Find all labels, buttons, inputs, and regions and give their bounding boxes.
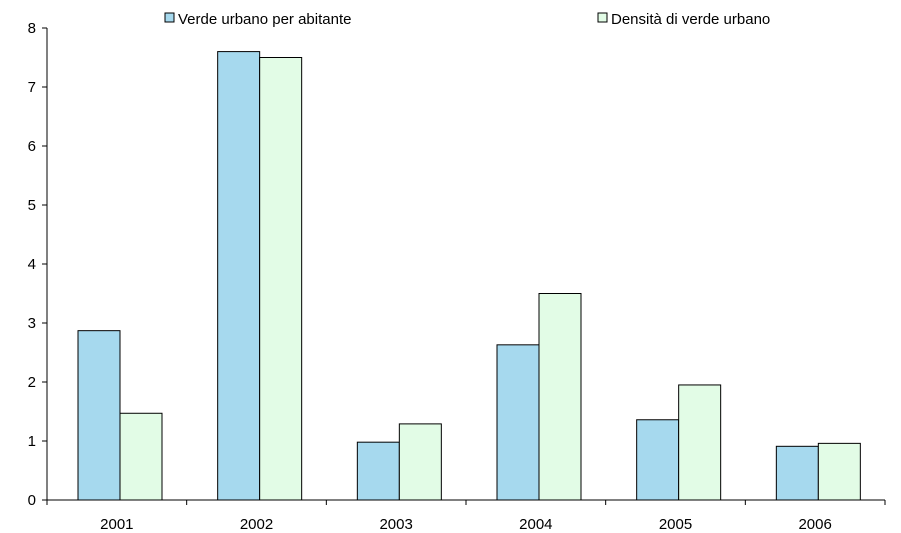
- bar-verde-urbano-per-abitante-2006: [775, 445, 819, 501]
- axes: 0 1 2 3 4 5 6 7 8 2001 2002 2003 2004 2005 2006: [28, 20, 886, 533]
- x-tick-label: 2003: [379, 516, 412, 533]
- y-tick-label: 8: [28, 20, 36, 37]
- x-ticks: 2001 2002 2003 2004 2005 2006: [46, 500, 886, 533]
- legend-item-verde-urbano-per-abitante: Verde urbano per abitante: [164, 11, 351, 28]
- y-tick-label: 0: [28, 492, 36, 509]
- bar-verde-urbano-per-abitante-2003: [356, 441, 400, 501]
- bar-densita-di-verde-urbano-2002: [259, 57, 303, 501]
- y-tick-label: 3: [28, 315, 36, 332]
- y-tick-label: 5: [28, 197, 36, 214]
- legend-item-densita-di-verde-urbano: Densità di verde urbano: [597, 11, 770, 28]
- x-tick-label: 2005: [659, 516, 692, 533]
- bar-densita-di-verde-urbano-2005: [678, 384, 722, 501]
- x-tick-label: 2006: [798, 516, 831, 533]
- y-ticks: 0 1 2 3 4 5 6 7 8: [28, 20, 47, 509]
- bars: [77, 51, 861, 501]
- y-tick-label: 2: [28, 374, 36, 391]
- bar-densita-di-verde-urbano-2001: [119, 412, 163, 501]
- x-tick-label: 2001: [100, 516, 133, 533]
- legend-swatch: [597, 12, 608, 23]
- legend-label: Densità di verde urbano: [611, 11, 770, 28]
- x-tick-label: 2002: [240, 516, 273, 533]
- legend-label: Verde urbano per abitante: [178, 11, 351, 28]
- y-tick-label: 4: [28, 256, 36, 273]
- y-tick-label: 7: [28, 79, 36, 96]
- bar-verde-urbano-per-abitante-2001: [77, 330, 121, 501]
- bar-densita-di-verde-urbano-2003: [398, 423, 442, 501]
- legend-swatch: [164, 12, 175, 23]
- bar-verde-urbano-per-abitante-2005: [636, 419, 680, 501]
- y-tick-label: 6: [28, 138, 36, 155]
- bar-densita-di-verde-urbano-2006: [817, 442, 861, 501]
- x-tick-label: 2004: [519, 516, 552, 533]
- bar-densita-di-verde-urbano-2004: [538, 293, 582, 501]
- bar-verde-urbano-per-abitante-2004: [496, 344, 540, 501]
- y-tick-label: 1: [28, 433, 36, 450]
- bar-verde-urbano-per-abitante-2002: [217, 51, 261, 501]
- legend: Verde urbano per abitante Densità di ver…: [164, 11, 770, 28]
